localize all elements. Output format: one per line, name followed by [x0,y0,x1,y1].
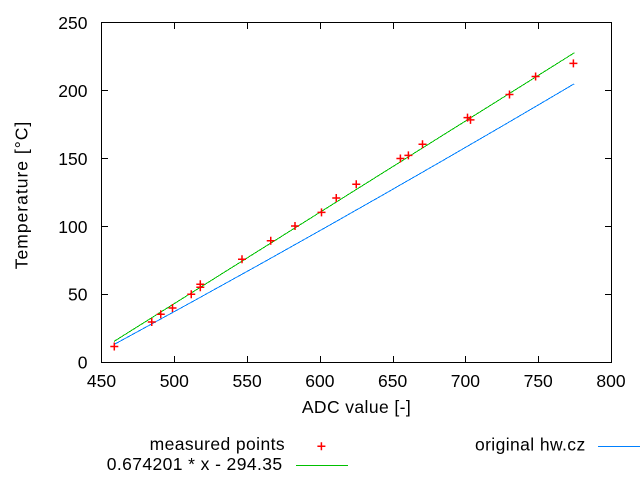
svg-text:measured points: measured points [150,434,285,454]
svg-text:200: 200 [58,81,87,101]
svg-text:Temperature [°C]: Temperature [°C] [12,121,32,269]
svg-text:100: 100 [58,217,87,237]
svg-text:450: 450 [87,371,116,391]
svg-text:50: 50 [68,285,88,305]
svg-text:550: 550 [232,371,261,391]
svg-text:250: 250 [58,13,87,33]
svg-text:700: 700 [451,371,480,391]
svg-text:ADC value [-]: ADC value [-] [302,397,411,417]
svg-text:600: 600 [305,371,334,391]
svg-text:0: 0 [78,353,88,373]
svg-text:500: 500 [160,371,189,391]
svg-text:150: 150 [58,149,87,169]
svg-text:0.674201 * x - 294.35: 0.674201 * x - 294.35 [107,454,283,474]
svg-text:750: 750 [524,371,553,391]
svg-text:800: 800 [596,371,625,391]
svg-text:original hw.cz: original hw.cz [475,434,586,454]
svg-text:650: 650 [378,371,407,391]
